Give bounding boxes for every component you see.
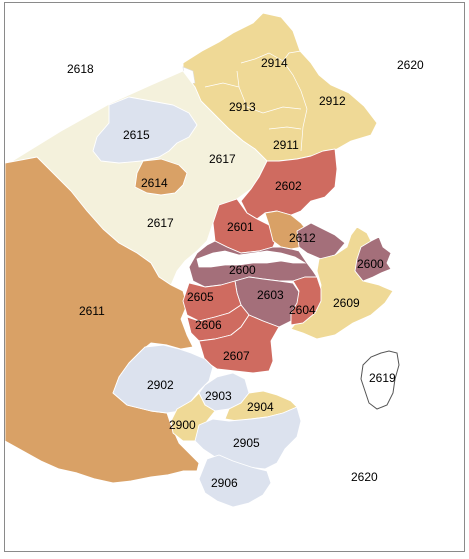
label-2912: 2912 bbox=[319, 94, 346, 108]
region-2602[interactable] bbox=[240, 148, 338, 220]
label-2619: 2619 bbox=[369, 371, 396, 385]
label-2900: 2900 bbox=[169, 418, 196, 432]
label-2911: 2911 bbox=[273, 138, 299, 152]
label-2601: 2601 bbox=[227, 220, 254, 234]
label-2614: 2614 bbox=[141, 176, 168, 190]
label-2914: 2914 bbox=[261, 56, 288, 70]
label-2615: 2615 bbox=[123, 128, 150, 142]
label-2913: 2913 bbox=[229, 100, 256, 114]
label-2612: 2612 bbox=[289, 231, 316, 245]
label-2617-s: 2617 bbox=[147, 216, 174, 230]
region-2619[interactable] bbox=[360, 350, 400, 410]
label-2902: 2902 bbox=[147, 378, 174, 392]
region-2600-east[interactable] bbox=[354, 236, 392, 282]
label-2604: 2604 bbox=[289, 303, 316, 317]
region-2905[interactable] bbox=[194, 406, 302, 470]
label-2620-se: 2620 bbox=[351, 470, 378, 484]
label-2904: 2904 bbox=[247, 400, 274, 414]
region-2615[interactable] bbox=[92, 96, 198, 164]
label-2603: 2603 bbox=[257, 288, 284, 302]
label-2606: 2606 bbox=[195, 318, 222, 332]
label-2605: 2605 bbox=[187, 290, 214, 304]
label-2602: 2602 bbox=[275, 179, 302, 193]
label-2620-ne: 2620 bbox=[397, 58, 424, 72]
label-2609: 2609 bbox=[333, 296, 360, 310]
region-2604[interactable] bbox=[290, 276, 322, 326]
label-2618: 2618 bbox=[67, 62, 94, 76]
label-2611: 2611 bbox=[79, 304, 105, 318]
label-2600-e: 2600 bbox=[357, 257, 384, 271]
region-2607[interactable] bbox=[198, 314, 280, 374]
label-2906: 2906 bbox=[211, 476, 238, 490]
label-2617-n: 2617 bbox=[209, 152, 236, 166]
label-2600-w: 2600 bbox=[229, 263, 256, 277]
region-2906[interactable] bbox=[198, 454, 272, 508]
map-frame: 2618 2620 2914 2913 2912 2911 2615 2617 … bbox=[4, 2, 465, 552]
label-2905: 2905 bbox=[233, 436, 260, 450]
label-2903: 2903 bbox=[205, 389, 232, 403]
region-2614[interactable] bbox=[134, 158, 188, 196]
postcode-map: 2618 2620 2914 2913 2912 2911 2615 2617 … bbox=[5, 12, 424, 508]
label-2607: 2607 bbox=[223, 349, 250, 363]
